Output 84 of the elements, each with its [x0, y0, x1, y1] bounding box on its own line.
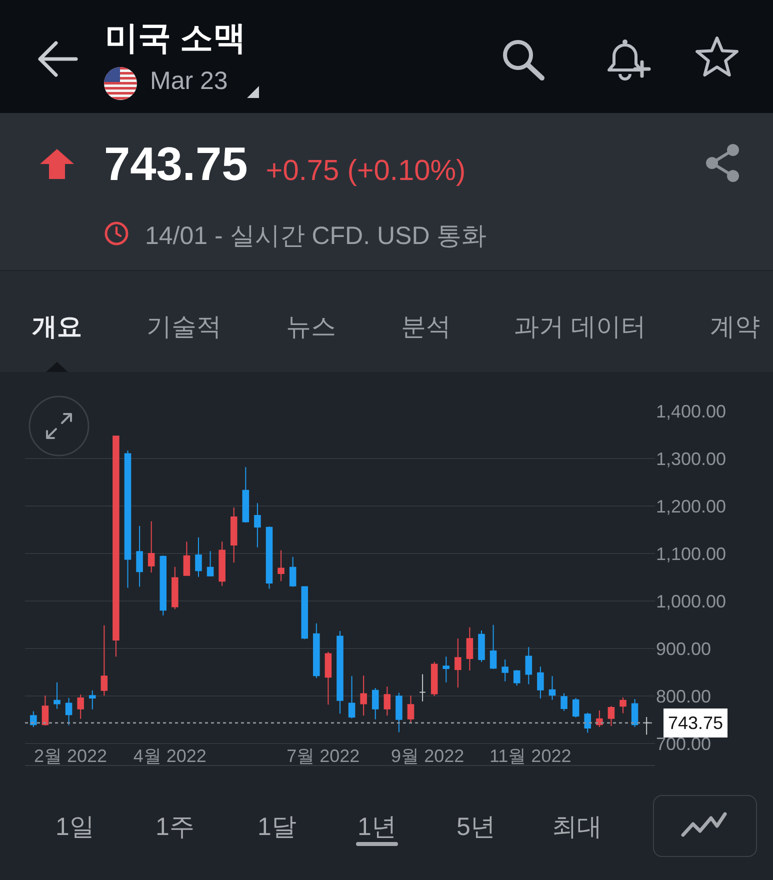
- candlestick: [631, 698, 638, 728]
- candlestick: [30, 710, 37, 728]
- candlestick: [266, 526, 273, 590]
- text: 개요: [32, 312, 82, 343]
- text: 분석: [401, 312, 451, 343]
- candlestick: [160, 554, 167, 616]
- candlestick: [430, 661, 438, 697]
- candlestick: [124, 450, 132, 588]
- text: 1일: [56, 812, 94, 843]
- text: 1달: [258, 812, 296, 843]
- candlestick: [407, 695, 414, 724]
- candlestick: [502, 659, 508, 682]
- candlestick: [336, 630, 344, 714]
- candlestick: [620, 697, 626, 714]
- x-tick-label: 7월 2022: [286, 746, 360, 766]
- candlestick: [548, 676, 556, 700]
- text: 과거 데이터: [514, 312, 646, 343]
- candlestick: [206, 550, 214, 577]
- y-tick-label: 700.00: [656, 734, 712, 754]
- candlestick: [513, 669, 520, 686]
- y-tick-label: 800.00: [656, 686, 712, 706]
- candlestick: [195, 536, 202, 578]
- text: 14/01 - 실시간 CFD. USD 통화: [145, 221, 487, 252]
- candlestick: [230, 506, 238, 564]
- candlestick: [454, 638, 462, 688]
- candlestick: [584, 712, 592, 734]
- candlestick: [384, 686, 391, 716]
- text: +0.75 (+0.10%): [266, 155, 466, 188]
- candlestick: [289, 556, 296, 588]
- candlestick: [525, 646, 532, 685]
- candlestick: [348, 676, 356, 719]
- candlestick: [54, 682, 60, 710]
- text: 기술적: [146, 312, 222, 343]
- candlestick: [172, 566, 178, 610]
- x-tick-label: 9월 2022: [391, 746, 464, 766]
- candlestick: [254, 502, 261, 548]
- candlestick: [360, 675, 367, 716]
- chart-title: 미국 소맥: [105, 18, 246, 58]
- candlestick: [242, 466, 250, 524]
- candlestick: [560, 692, 568, 712]
- x-tick-label: 4월 2022: [133, 746, 206, 766]
- text: 최대: [552, 812, 602, 843]
- candlestick: [372, 688, 379, 720]
- text: 743.75: [104, 136, 248, 191]
- candlestick: [490, 624, 497, 670]
- y-tick-label: 900.00: [656, 638, 712, 659]
- candlestick: [183, 541, 190, 576]
- x-tick-label: 2월 2022: [34, 746, 108, 766]
- candlestick: [65, 698, 72, 726]
- x-tick-label: 11월 2022: [489, 746, 572, 766]
- candlestick: [596, 710, 603, 728]
- candlestick: [572, 698, 580, 718]
- candlestick: [77, 694, 84, 720]
- candlestick: [301, 586, 308, 640]
- candlestick: [100, 624, 108, 696]
- candlestick: [643, 716, 650, 736]
- candlestick: [466, 626, 474, 671]
- candlestick: [324, 651, 332, 706]
- candlestick: [112, 436, 120, 658]
- candlestick: [442, 656, 450, 683]
- y-tick-label: 1,300.00: [656, 448, 726, 469]
- text: 뉴스: [286, 312, 336, 343]
- candlestick: [396, 692, 402, 733]
- chart-subtitle: Mar 23: [150, 67, 228, 96]
- text: 계약: [710, 312, 760, 343]
- y-tick-label: 1,100.00: [656, 544, 726, 564]
- candlestick: [313, 622, 320, 679]
- candlestick: [537, 666, 544, 699]
- candlestick: [88, 690, 96, 710]
- y-tick-label: 1,200.00: [656, 496, 726, 516]
- text: 1년: [358, 812, 396, 843]
- candlestick: [419, 674, 426, 702]
- candlestick: [148, 520, 155, 574]
- text: 5년: [456, 812, 496, 843]
- candlestick: [218, 541, 226, 586]
- candlestick: [478, 630, 485, 662]
- candlestick: [136, 525, 143, 588]
- text: 1주: [156, 812, 194, 843]
- candlestick: [278, 550, 284, 582]
- y-tick-label: 1,000.00: [656, 591, 726, 612]
- y-tick-label: 1,400.00: [656, 401, 726, 422]
- candlestick: [608, 706, 615, 727]
- candlestick: [42, 695, 49, 726]
- ref-line-label: 743.75: [668, 713, 724, 733]
